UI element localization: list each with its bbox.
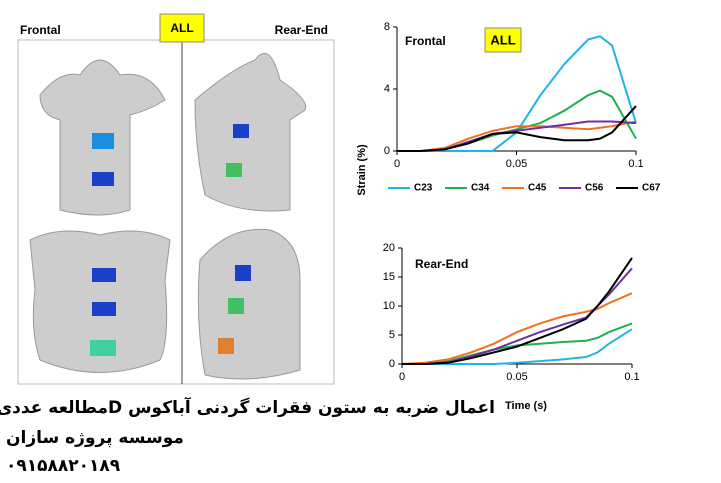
vertebra (194, 52, 307, 212)
series-line (401, 322, 633, 365)
legend-label: C67 (642, 183, 661, 194)
x-axis-label: Time (s) (505, 400, 547, 412)
chart-title: Rear-End (415, 257, 468, 271)
strain-patch (92, 302, 116, 316)
x-tick-label: 0.1 (624, 371, 639, 383)
x-tick-label: 0 (394, 158, 400, 170)
annotation-box (484, 27, 522, 53)
x-tick-label: 0.05 (506, 371, 527, 383)
vertebra (197, 228, 301, 380)
x-tick-label: 0.05 (506, 158, 527, 170)
caption: اعمال ضربه به ستون فقرات گردنی آباکوس Dم… (0, 398, 495, 418)
legend-label: C23 (414, 183, 433, 194)
render-label: Frontal (20, 23, 61, 37)
strain-patch (90, 340, 116, 356)
series-line (402, 267, 633, 365)
annotation: ALL (490, 32, 515, 47)
chart-title: Frontal (405, 34, 446, 48)
label-box (159, 13, 205, 43)
strain-patch (226, 163, 242, 177)
legend-label: C34 (471, 183, 490, 194)
strain-patch (235, 265, 251, 281)
y-tick-label: 20 (383, 242, 395, 254)
strain-patch (233, 124, 249, 138)
series-line (397, 120, 637, 152)
y-tick-label: 4 (384, 83, 390, 95)
vertebra (29, 230, 171, 373)
y-tick-label: 0 (384, 145, 390, 157)
vertebra-renders: Frontal ALL Rear-End (17, 13, 335, 385)
series-line (397, 35, 637, 152)
series-line (401, 292, 633, 365)
y-tick-label: 15 (383, 271, 395, 283)
x-tick-label: 0.1 (628, 158, 643, 170)
series-line (397, 105, 637, 152)
render-label: ALL (170, 21, 193, 35)
strain-patch (92, 133, 114, 149)
y-axis-label: Strain (%) (356, 144, 368, 196)
strain-patch (228, 298, 244, 314)
render-label: Rear-End (275, 23, 328, 37)
y-tick-label: 10 (383, 300, 395, 312)
y-tick-label: 8 (384, 21, 390, 33)
strain-patch (92, 172, 114, 186)
strain-patch (92, 268, 116, 282)
legend-label: C56 (585, 183, 604, 194)
strain-patch (218, 338, 234, 354)
x-tick-label: 0 (399, 371, 405, 383)
series-line (402, 257, 633, 365)
caption: ۰۹۱۵۸۸۲۰۱۸۹ (6, 456, 121, 476)
y-tick-label: 5 (389, 329, 395, 341)
caption: موسسه پروژه سازان (6, 428, 184, 448)
legend-label: C45 (528, 183, 547, 194)
y-tick-label: 0 (389, 358, 395, 370)
